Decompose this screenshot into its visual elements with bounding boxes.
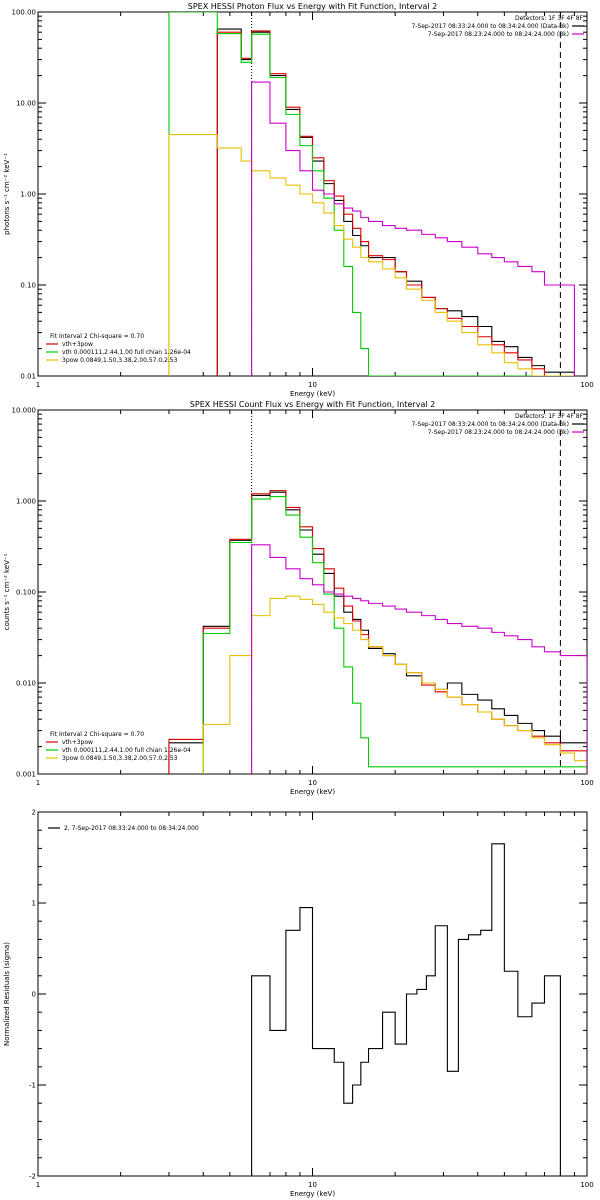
legend-entry: 3pow 0.0849,1.50,3.38,2.00,57.0,2.53 [62,357,178,364]
y-tick-label: 100.00 [12,9,37,17]
x-axis-label: Energy (keV) [290,788,335,796]
x-tick-label: 100 [580,381,593,389]
chart-title: SPEX HESSI Count Flux vs Energy with Fit… [190,400,435,409]
chart-panel-1: 1 10 100 Energy (keV) 0.01 0.10 1.00 10.00 100.0… [3,2,594,398]
chart-title: SPEX HESSI Photon Flux vs Energy with Fi… [188,2,438,11]
y-tick-label: -2 [29,1173,36,1181]
y-tick-label: 0.01 [20,373,36,381]
chart-panel-2: 1 10 100 Energy (keV) 0.001 0.010 0.100 1.000 10… [3,400,594,796]
x-tick-label: 1 [36,1181,40,1189]
legend-entry: 3pow 0.0849,1.50,3.38,2.00,57.0,2.53 [62,755,178,762]
series-background [251,544,587,774]
series-group [168,12,575,376]
legend-entry: vth 0.000111,2.44,1.00 full chian 1.26e-… [62,349,191,356]
y-tick-label: 2 [32,809,36,817]
x-axis-label: Energy (keV) [290,1190,335,1198]
x-tick-label: 10 [308,381,317,389]
x-tick-label: 1 [36,381,40,389]
y-tick-label: 0.001 [16,771,36,779]
header-line: 7-Sep-2017 08:23:24.000 to 08:24:24.000 … [428,429,569,436]
y-tick-label: 1.00 [20,191,36,199]
x-tick-label: 100 [580,1181,593,1189]
legend-entry: vth 0.000111,2.44,1.00 full chian 1.26e-… [62,747,191,754]
series-data [216,28,575,376]
legend-entry: Fit Interval 2 Chi-square = 0.70 [50,731,144,738]
header-line: 7-Sep-2017 08:23:24.000 to 08:24:24.000 … [428,31,569,38]
legend-entry: 2, 7-Sep-2017 08:33:24.000 to 08:34:24.0… [64,825,199,832]
y-tick-label: 0.010 [16,680,36,688]
series-data [168,491,587,774]
legend-entry: vth+3pow [62,341,93,348]
series-vth+3pow [216,30,575,376]
series-vth [202,495,587,774]
header-line: Detectors: 1F 3F 4F 8F [515,15,584,22]
x-tick-label: 10 [308,779,317,787]
series-vth [168,12,575,376]
series-residuals [251,843,561,1176]
y-axis-label: Normalized Residuals (sigma) [3,942,11,1046]
legend-entry: vth+3pow [62,739,93,746]
header-line: 7-Sep-2017 08:33:24.000 to 08:34:24.000 … [411,421,569,428]
y-tick-label: 0 [32,991,36,999]
y-axis-label: counts s⁻¹ cm⁻² keV⁻¹ [3,553,11,630]
series-3pow [202,595,587,774]
series-vth+3pow [168,490,587,774]
y-tick-label: 0.10 [20,282,36,290]
header-line: Detectors: 1F 3F 4F 8F [515,413,584,420]
x-tick-label: 1 [36,779,40,787]
x-tick-label: 100 [580,779,593,787]
series-group [168,490,587,774]
series-3pow [168,134,575,376]
y-tick-label: 10.00 [16,100,36,108]
y-tick-label: 10.000 [12,407,37,415]
y-axis-label: photons s⁻¹ cm⁻² keV⁻¹ [3,153,11,235]
y-tick-label: -1 [29,1082,36,1090]
series-group [251,843,561,1176]
header-line: 7-Sep-2017 08:33:24.000 to 08:34:24.000 … [411,23,569,30]
series-background [251,81,575,376]
x-axis-label: Energy (keV) [290,390,335,398]
legend-entry: Fit Interval 2 Chi-square = 0.70 [50,333,144,340]
y-tick-label: 1.000 [16,498,36,506]
x-tick-label: 10 [308,1181,317,1189]
y-tick-label: 0.100 [16,589,36,597]
y-tick-label: 1 [32,900,36,908]
chart-panel-3: 1 10 100 Energy (keV) -2 -1 0 1 2 Normalized Resi… [3,809,594,1199]
